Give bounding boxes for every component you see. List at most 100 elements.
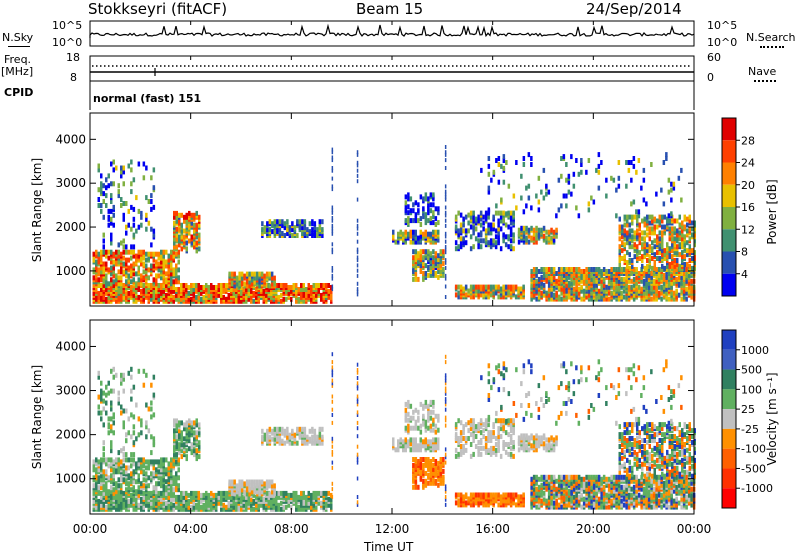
scatter-cell [122, 169, 125, 175]
scatter-cell [245, 487, 249, 493]
scatter-cell [432, 271, 435, 276]
scatter-cell [117, 242, 120, 248]
scatter-cell [414, 419, 418, 425]
scatter-cell [162, 473, 165, 479]
scatter-cell [681, 232, 684, 238]
scatter-streak [331, 208, 334, 213]
scatter-cell [592, 267, 596, 272]
scatter-cell [190, 220, 193, 226]
scatter-cell [479, 284, 483, 290]
scatter-cell [107, 208, 110, 214]
scatter-cell [404, 204, 408, 210]
scatter-cell [110, 249, 113, 255]
scatter-cell [115, 489, 118, 495]
scatter-cell [110, 287, 113, 292]
scatter-cell [170, 483, 173, 489]
scatter-cell [535, 272, 538, 278]
scatter-cell [258, 279, 261, 285]
scatter-cell [97, 251, 100, 257]
scatter-cell [300, 290, 303, 296]
scatter-cell [648, 258, 651, 263]
scatter-cell [125, 465, 128, 471]
scatter-cell [631, 258, 634, 263]
scatter-cell [243, 281, 246, 287]
scatter-cell [210, 506, 213, 512]
scatter-cell [522, 233, 526, 239]
scatter-cell [691, 248, 694, 254]
scatter-cell [432, 239, 435, 245]
scatter-cell [532, 227, 536, 233]
scatter-cell [585, 267, 588, 272]
scatter-streak [444, 284, 447, 289]
scatter-cell [170, 281, 173, 287]
scatter-cell [643, 254, 646, 260]
scatter-cell [245, 279, 249, 285]
scatter-cell [180, 436, 183, 442]
scatter-cell [457, 290, 460, 296]
scatter-cell [173, 210, 176, 216]
scatter-cell [424, 457, 428, 462]
scatter-cell [675, 294, 678, 300]
scatter-cell [142, 175, 146, 181]
scatter-cell [172, 294, 175, 300]
scatter-cell [97, 298, 100, 304]
scatter-cell [273, 436, 277, 442]
scatter-cell [656, 256, 659, 261]
scatter-cell [162, 461, 165, 467]
scatter-cell [157, 469, 160, 475]
scatter-cell [245, 479, 249, 485]
scatter-cell [300, 502, 303, 508]
scatter-cell [157, 261, 160, 267]
scatter-cell [220, 288, 223, 294]
scatter-streak [444, 218, 447, 223]
scatter-cell [97, 294, 100, 300]
scatter-cell [160, 490, 163, 496]
scatter-cell [170, 255, 173, 261]
scatter-cell [155, 298, 158, 304]
scatter-cell [303, 225, 307, 231]
scatter-cell [102, 269, 105, 275]
scatter-cell [505, 211, 508, 217]
scatter-cell [647, 288, 651, 294]
scatter-cell [517, 227, 521, 233]
scatter-cell [235, 296, 238, 302]
scatter-cell [422, 206, 425, 212]
scatter-cell [636, 214, 639, 220]
scatter-cell [648, 263, 651, 269]
scatter-cell [112, 459, 115, 465]
scatter-cell [175, 226, 178, 232]
scatter-cell [680, 296, 683, 302]
scatter-cell [202, 492, 205, 498]
scatter-cell [590, 272, 593, 278]
scatter-cell [248, 283, 251, 289]
scatter-cell [407, 427, 410, 433]
scatter-cell [636, 252, 639, 258]
scatter-cell [260, 271, 264, 277]
scatter-cell [494, 240, 498, 246]
scatter-cell [424, 220, 428, 226]
scatter-cell [587, 272, 591, 278]
scatter-cell [152, 471, 155, 477]
scatter-cell [535, 193, 538, 199]
scatter-cell [192, 490, 195, 496]
scatter-cell [633, 230, 636, 236]
scatter-cell [195, 240, 198, 246]
scatter-cell [183, 228, 186, 234]
scatter-cell [175, 263, 178, 269]
scatter-cell [308, 229, 312, 235]
scatter-cell [195, 248, 198, 254]
scatter-cell [535, 231, 538, 237]
scatter-cell [417, 218, 420, 224]
scatter-cell [97, 163, 100, 169]
scatter-cell [243, 489, 246, 495]
scatter-cell [628, 228, 631, 234]
scatter-cell [693, 242, 696, 248]
scatter-cell [288, 432, 292, 438]
scatter-cell [125, 498, 128, 504]
scatter-cell [252, 506, 255, 512]
scatter-cell [190, 442, 193, 448]
scatter-cell [165, 485, 168, 491]
scatter-cell [135, 281, 138, 287]
scatter-cell [145, 465, 148, 471]
scatter-cell [409, 196, 413, 202]
